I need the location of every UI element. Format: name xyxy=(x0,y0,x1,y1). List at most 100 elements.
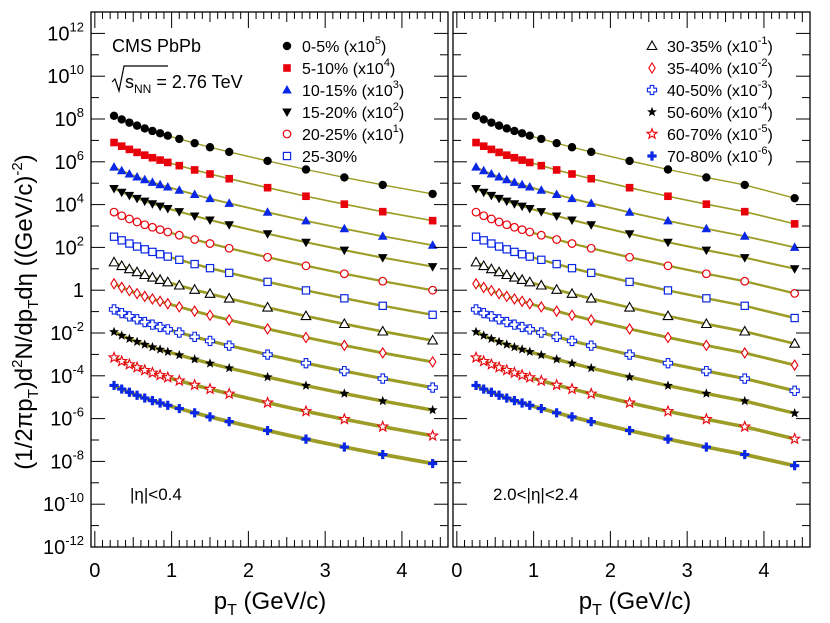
data-point xyxy=(145,366,159,379)
x-tick-label: 1 xyxy=(166,560,177,582)
x-tick-label: 3 xyxy=(320,560,331,582)
data-point xyxy=(377,395,388,406)
data-point xyxy=(163,227,173,237)
data-point xyxy=(624,207,635,216)
panel-frames xyxy=(90,11,811,548)
data-point xyxy=(739,231,750,240)
data-point xyxy=(188,283,201,294)
legend-entry: 60-70% (x10-5) xyxy=(667,123,773,144)
data-point xyxy=(124,168,135,178)
data-point xyxy=(190,235,200,244)
x-tick-label: 4 xyxy=(396,560,407,582)
data-point xyxy=(624,230,635,239)
data-point xyxy=(552,235,562,244)
data-point xyxy=(479,115,488,124)
data-point xyxy=(565,382,579,395)
data-point xyxy=(163,297,172,310)
data-point xyxy=(478,188,489,198)
data-point xyxy=(109,326,119,337)
y-tick-label: 108 xyxy=(55,105,84,131)
data-point xyxy=(263,183,272,192)
y-tick-label: 10-10 xyxy=(43,490,84,516)
data-point xyxy=(154,321,166,333)
data-point xyxy=(203,382,217,395)
x-tick-label: 0 xyxy=(89,560,100,582)
data-point xyxy=(487,118,496,127)
data-point xyxy=(162,182,173,191)
data-point xyxy=(189,212,200,221)
data-point xyxy=(701,246,712,256)
data-point xyxy=(790,193,799,203)
data-point xyxy=(427,404,438,415)
data-point xyxy=(702,339,711,352)
data-point xyxy=(205,412,215,422)
data-point xyxy=(175,300,184,313)
panel-frame-0 xyxy=(90,11,449,548)
data-point xyxy=(204,287,216,298)
data-point xyxy=(702,294,711,303)
data-point xyxy=(663,380,673,390)
data-point xyxy=(487,145,496,154)
data-point xyxy=(301,238,311,248)
data-point xyxy=(525,131,534,140)
data-point xyxy=(788,432,802,445)
data-point xyxy=(625,156,634,166)
data-point xyxy=(173,279,186,290)
data-point xyxy=(586,416,596,427)
y-tick-label: 1 xyxy=(73,280,84,302)
data-point xyxy=(282,41,292,51)
data-point xyxy=(138,268,151,280)
data-point xyxy=(224,147,234,157)
data-point xyxy=(625,252,634,262)
data-point xyxy=(738,325,751,336)
data-point xyxy=(133,148,141,157)
data-point xyxy=(567,412,577,422)
data-point xyxy=(648,61,656,75)
data-point xyxy=(155,250,165,259)
data-point xyxy=(339,246,350,256)
data-point xyxy=(155,202,165,212)
data-point xyxy=(174,208,185,217)
data-point xyxy=(224,243,234,253)
data-point xyxy=(378,276,388,286)
y-tick-label: 10-6 xyxy=(50,405,84,431)
data-point xyxy=(587,174,595,183)
data-point xyxy=(132,121,142,130)
data-point xyxy=(124,191,135,201)
data-point xyxy=(428,355,437,368)
data-point xyxy=(376,325,389,336)
data-point xyxy=(567,239,577,248)
data-point xyxy=(117,236,126,245)
legend-entry: 10-15% (x103) xyxy=(302,79,404,100)
data-point xyxy=(699,412,713,425)
data-point xyxy=(515,368,529,381)
data-point xyxy=(502,290,511,303)
data-point xyxy=(117,211,127,221)
data-point xyxy=(790,461,800,471)
data-point xyxy=(507,366,521,379)
y-tick-label: 106 xyxy=(55,148,84,174)
data-point xyxy=(510,247,519,257)
data-point xyxy=(740,301,749,311)
x-tick-label: 3 xyxy=(682,560,693,582)
data-point xyxy=(109,207,119,217)
data-point xyxy=(225,174,233,183)
data-point xyxy=(174,349,185,360)
y-tick-label: 102 xyxy=(55,233,84,259)
data-point xyxy=(471,207,481,217)
data-point xyxy=(702,200,711,208)
legend-entry: 50-60% (x10-4) xyxy=(667,101,773,122)
data-point xyxy=(738,419,752,433)
data-point xyxy=(501,197,512,207)
data-point xyxy=(125,118,134,127)
legend-entry: 30-35% (x10-1) xyxy=(667,35,773,56)
data-point xyxy=(110,277,118,290)
data-point xyxy=(337,412,351,425)
data-point xyxy=(139,174,150,184)
y-axis-title: (1/2πpT)d2N/dpTdη ((GeV/c)-2) xyxy=(9,154,42,469)
data-point xyxy=(552,305,561,318)
data-point xyxy=(623,301,636,312)
data-point xyxy=(125,284,134,297)
tick-labels: 0 1 2 3 4 0 1 2 3 4 10-12 10-10 10-8 10-6 10-4 10-2 1 102… xyxy=(43,19,770,582)
data-point xyxy=(486,214,496,224)
